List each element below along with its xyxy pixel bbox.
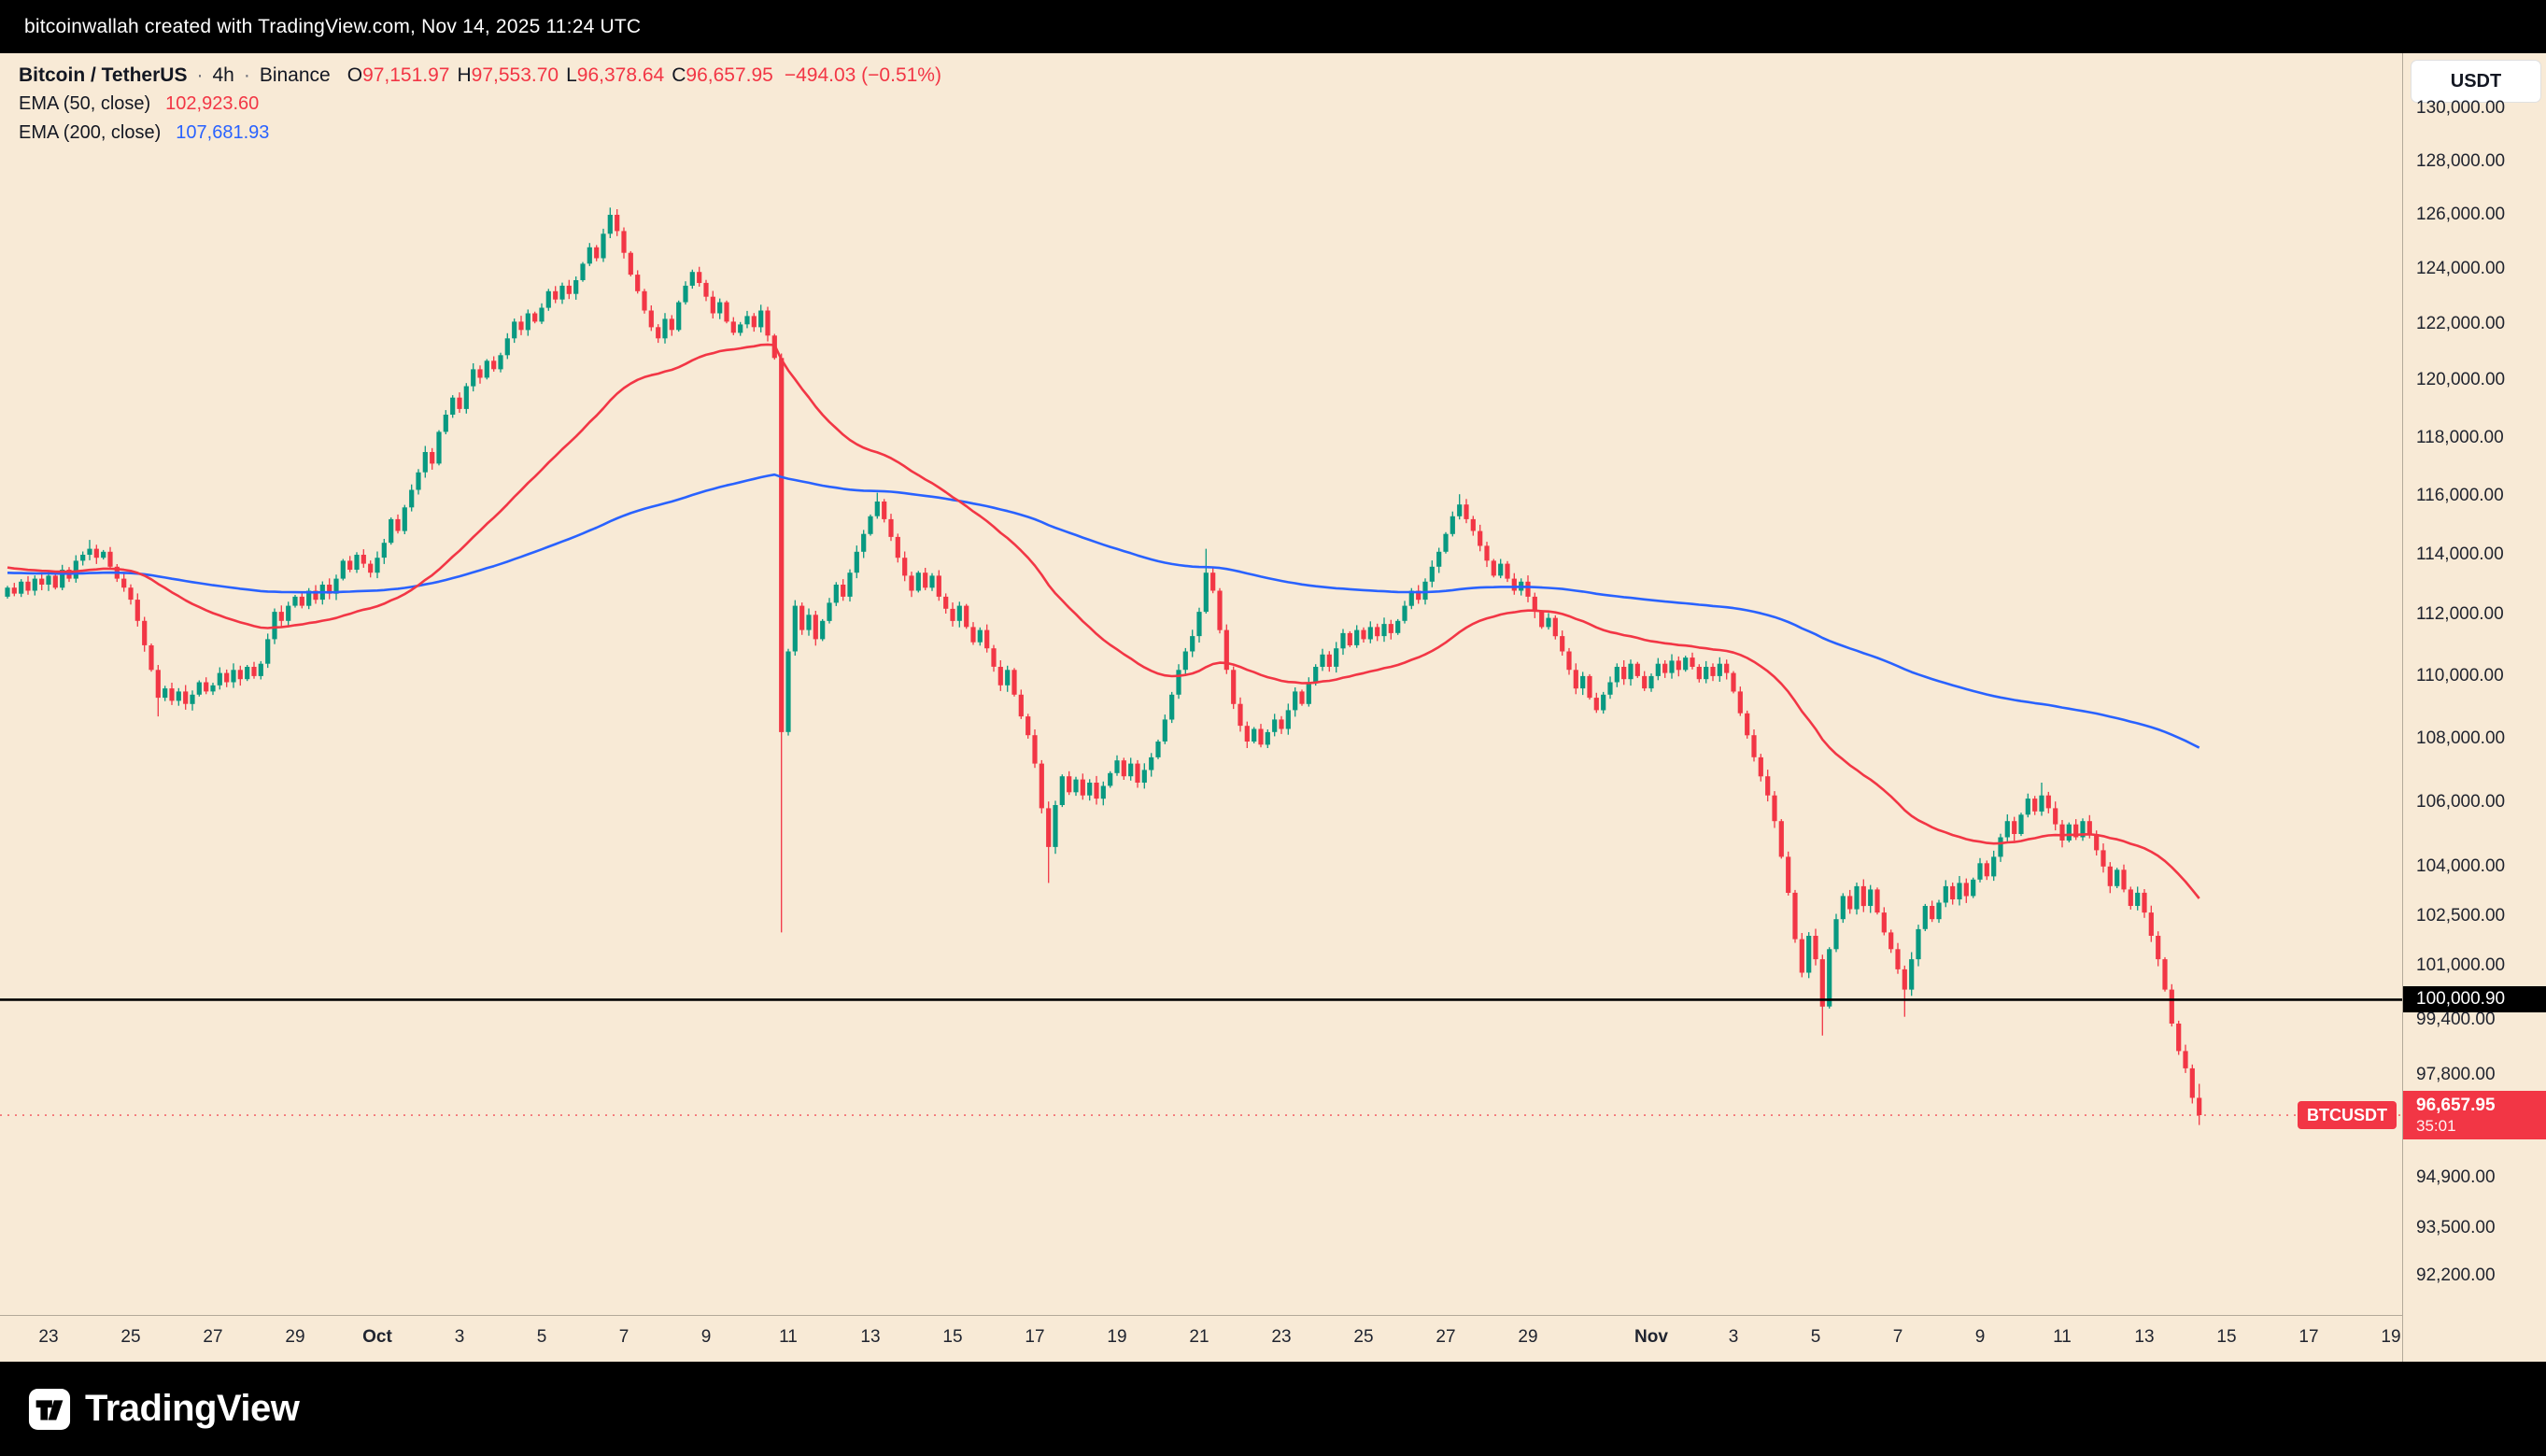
- footer-bar: TradingView: [0, 1362, 2546, 1456]
- attribution-text: bitcoinwallah created with TradingView.c…: [24, 15, 642, 37]
- ohlc-close: C96,657.95: [672, 64, 773, 86]
- chart-legend: Bitcoin / TetherUS · 4h · Binance O97,15…: [19, 64, 941, 151]
- last-price-symbol-tag: BTCUSDT: [2298, 1101, 2397, 1130]
- bar-close-countdown: 35:01: [2416, 1117, 2456, 1136]
- time-tick: 5: [1810, 1327, 1821, 1347]
- price-change: −494.03 (−0.51%): [784, 64, 941, 86]
- price-tick: 106,000.00: [2416, 791, 2506, 812]
- time-tick: 19: [2381, 1327, 2401, 1347]
- price-tick: 116,000.00: [2416, 485, 2504, 505]
- price-tick: 124,000.00: [2416, 259, 2506, 279]
- attribution-bar: bitcoinwallah created with TradingView.c…: [0, 0, 2546, 53]
- time-tick: 7: [1892, 1327, 1903, 1347]
- time-tick: 23: [1271, 1327, 1292, 1347]
- price-tick: 130,000.00: [2416, 98, 2506, 119]
- price-tick: 92,200.00: [2416, 1265, 2496, 1285]
- last-price-label: 96,657.95 35:01: [2403, 1091, 2546, 1140]
- time-tick: 17: [1025, 1327, 1045, 1347]
- time-tick: 3: [1728, 1327, 1739, 1347]
- ema50-label: EMA (50, close): [19, 93, 151, 114]
- price-tick: 118,000.00: [2416, 427, 2504, 447]
- legend-separator: ·: [196, 64, 204, 86]
- ohlc-high: H97,553.70: [457, 64, 559, 86]
- time-tick: 9: [700, 1327, 712, 1347]
- ema200-value: 107,681.93: [176, 122, 270, 143]
- symbol-legend-row[interactable]: Bitcoin / TetherUS · 4h · Binance O97,15…: [19, 64, 941, 93]
- price-tick: 93,500.00: [2416, 1217, 2496, 1237]
- ema200-legend-row[interactable]: EMA (200, close) 107,681.93: [19, 122, 941, 151]
- currency-toggle-button[interactable]: USDT: [2411, 60, 2541, 103]
- price-tick: 101,000.00: [2416, 955, 2506, 976]
- tradingview-wordmark[interactable]: TradingView: [85, 1388, 300, 1429]
- ohlc-low: L96,378.64: [566, 64, 665, 86]
- time-tick: 5: [536, 1327, 547, 1347]
- chart-region[interactable]: Bitcoin / TetherUS · 4h · Binance O97,15…: [0, 53, 2402, 1315]
- price-tick: 110,000.00: [2416, 665, 2504, 686]
- exchange-label: Binance: [259, 64, 331, 86]
- time-tick: Nov: [1634, 1327, 1668, 1347]
- time-tick: 17: [2298, 1327, 2319, 1347]
- price-tick: 122,000.00: [2416, 314, 2506, 334]
- time-tick: 11: [2053, 1327, 2072, 1347]
- time-tick: 13: [860, 1327, 881, 1347]
- price-tick: 114,000.00: [2416, 544, 2504, 564]
- time-tick: 11: [779, 1327, 798, 1347]
- time-tick: 25: [120, 1327, 141, 1347]
- ema200-label: EMA (200, close): [19, 122, 162, 143]
- legend-separator: ·: [243, 64, 250, 86]
- time-axis[interactable]: 23 25 27 29 Oct 3 5 7 9 11 13 15 17 19 21 23 25 27 29 Nov 3 5…: [0, 1315, 2402, 1362]
- time-tick: 15: [2216, 1327, 2237, 1347]
- horizontal-line-price-label: 100,000.90: [2403, 986, 2546, 1013]
- time-tick: 15: [942, 1327, 963, 1347]
- price-tick: 94,900.00: [2416, 1166, 2496, 1187]
- time-tick: 27: [203, 1327, 223, 1347]
- price-tick: 104,000.00: [2416, 855, 2506, 876]
- time-tick: 9: [1974, 1327, 1986, 1347]
- price-tick: 128,000.00: [2416, 150, 2506, 171]
- ema50-value: 102,923.60: [165, 93, 260, 114]
- time-tick: 29: [285, 1327, 305, 1347]
- candlestick-chart-canvas[interactable]: [0, 53, 2402, 1315]
- price-tick: 97,800.00: [2416, 1065, 2496, 1085]
- ohlc-open: O97,151.97: [347, 64, 450, 86]
- last-price-value: 96,657.95: [2416, 1096, 2496, 1116]
- price-tick: 112,000.00: [2416, 604, 2504, 625]
- interval-label[interactable]: 4h: [212, 64, 234, 86]
- time-tick: 3: [454, 1327, 465, 1347]
- price-axis[interactable]: USDT 100,000.90 96,657.95 35:01 130,000.…: [2402, 53, 2546, 1362]
- price-tick: 102,500.00: [2416, 905, 2506, 926]
- ema50-legend-row[interactable]: EMA (50, close) 102,923.60: [19, 93, 941, 122]
- time-tick: 7: [618, 1327, 629, 1347]
- symbol-title: Bitcoin / TetherUS: [19, 64, 188, 86]
- price-tick: 126,000.00: [2416, 205, 2506, 225]
- tradingview-logo-icon[interactable]: [28, 1388, 71, 1431]
- price-tick: 99,400.00: [2416, 1010, 2496, 1030]
- time-tick: 29: [1518, 1327, 1538, 1347]
- price-tick: 108,000.00: [2416, 728, 2506, 748]
- time-tick: Oct: [362, 1327, 392, 1347]
- time-tick: 21: [1189, 1327, 1209, 1347]
- time-tick: 23: [38, 1327, 59, 1347]
- time-tick: 13: [2134, 1327, 2155, 1347]
- time-tick: 25: [1353, 1327, 1374, 1347]
- time-tick: 19: [1107, 1327, 1127, 1347]
- price-tick: 120,000.00: [2416, 370, 2506, 390]
- time-tick: 27: [1436, 1327, 1456, 1347]
